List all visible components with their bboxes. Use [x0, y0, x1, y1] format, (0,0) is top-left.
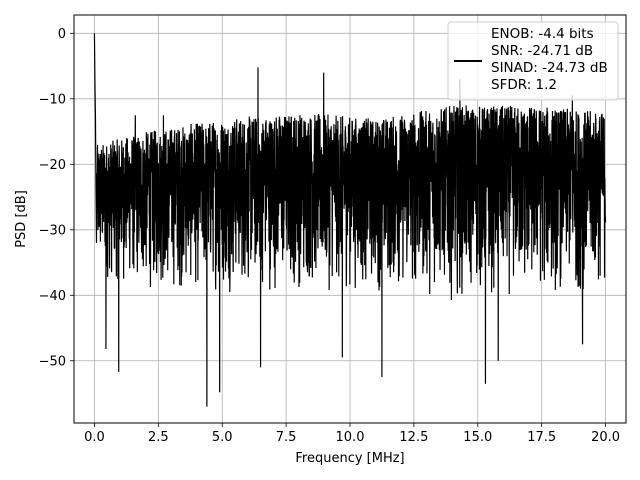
- x-tick-label: 20.0: [591, 430, 620, 445]
- legend-sinad: SINAD: -24.73 dB: [491, 60, 608, 76]
- y-tick-label: −40: [39, 289, 66, 304]
- x-tick-label: 15.0: [463, 430, 492, 445]
- x-tick-label: 5.0: [212, 430, 233, 445]
- x-tick-label: 17.5: [527, 430, 556, 445]
- y-tick-label: −10: [39, 92, 66, 107]
- y-tick-label: −50: [39, 354, 66, 369]
- y-tick-label: −20: [39, 158, 66, 173]
- y-tick-label: 0: [58, 27, 66, 42]
- legend-sfdr: SFDR: 1.2: [491, 77, 557, 93]
- x-tick-label: 0.0: [84, 430, 105, 445]
- plot-area: [93, 33, 607, 407]
- legend-box: [447, 21, 619, 101]
- legend: ENOB: -4.4 bits SNR: -24.71 dB SINAD: -2…: [447, 21, 619, 101]
- x-tick-label: 7.5: [276, 430, 297, 445]
- y-tick-label: −30: [39, 223, 66, 238]
- x-tick-label: 10.0: [336, 430, 365, 445]
- y-axis-label: PSD [dB]: [14, 190, 29, 248]
- x-tick-label: 12.5: [399, 430, 428, 445]
- legend-enob: ENOB: -4.4 bits: [491, 26, 594, 42]
- ticks: 0.0 2.5 5.0 7.5 10.0 12.5 15.0 17.5 20.0 0 −10 −20 −…: [39, 27, 620, 445]
- x-axis-label: Frequency [MHz]: [295, 451, 404, 466]
- x-tick-label: 2.5: [148, 430, 169, 445]
- legend-snr: SNR: -24.71 dB: [491, 43, 593, 59]
- psd-series-line: [93, 33, 607, 407]
